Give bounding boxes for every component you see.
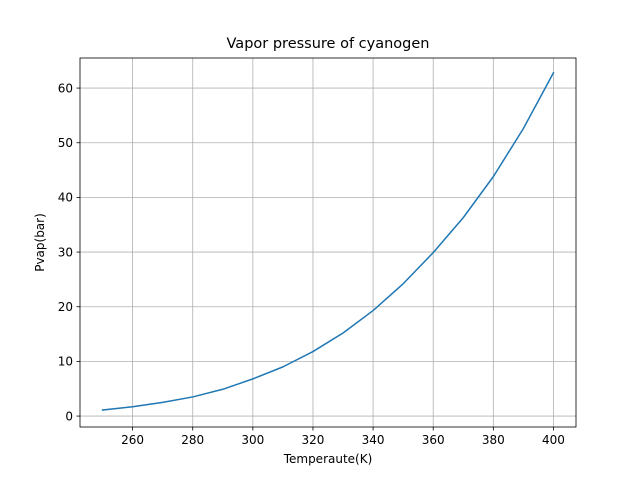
x-tick-label: 380 bbox=[482, 433, 505, 447]
y-tick-label: 0 bbox=[65, 409, 73, 423]
x-tick-label: 280 bbox=[181, 433, 204, 447]
y-tick-label: 40 bbox=[58, 191, 73, 205]
x-tick-label: 260 bbox=[121, 433, 144, 447]
y-axis-ticks: 0 10 20 30 40 50 60 bbox=[58, 81, 80, 423]
x-tick-label: 300 bbox=[241, 433, 264, 447]
y-tick-label: 50 bbox=[58, 136, 73, 150]
x-tick-label: 360 bbox=[422, 433, 445, 447]
x-axis-ticks: 260 280 300 320 340 360 380 400 bbox=[121, 427, 565, 447]
y-tick-label: 10 bbox=[58, 355, 73, 369]
x-tick-label: 320 bbox=[302, 433, 325, 447]
chart-title: Vapor pressure of cyanogen bbox=[227, 36, 430, 52]
y-tick-label: 30 bbox=[58, 245, 73, 259]
grid bbox=[80, 58, 576, 427]
y-axis-label: Pvap(bar) bbox=[33, 213, 47, 272]
x-axis-label: Temperaute(K) bbox=[283, 452, 373, 466]
y-tick-label: 60 bbox=[58, 81, 73, 95]
plot-frame bbox=[79, 57, 577, 428]
x-tick-label: 400 bbox=[542, 433, 565, 447]
x-tick-label: 340 bbox=[362, 433, 385, 447]
series-line bbox=[101, 71, 555, 411]
series-layer bbox=[101, 71, 555, 411]
y-tick-label: 20 bbox=[58, 300, 73, 314]
